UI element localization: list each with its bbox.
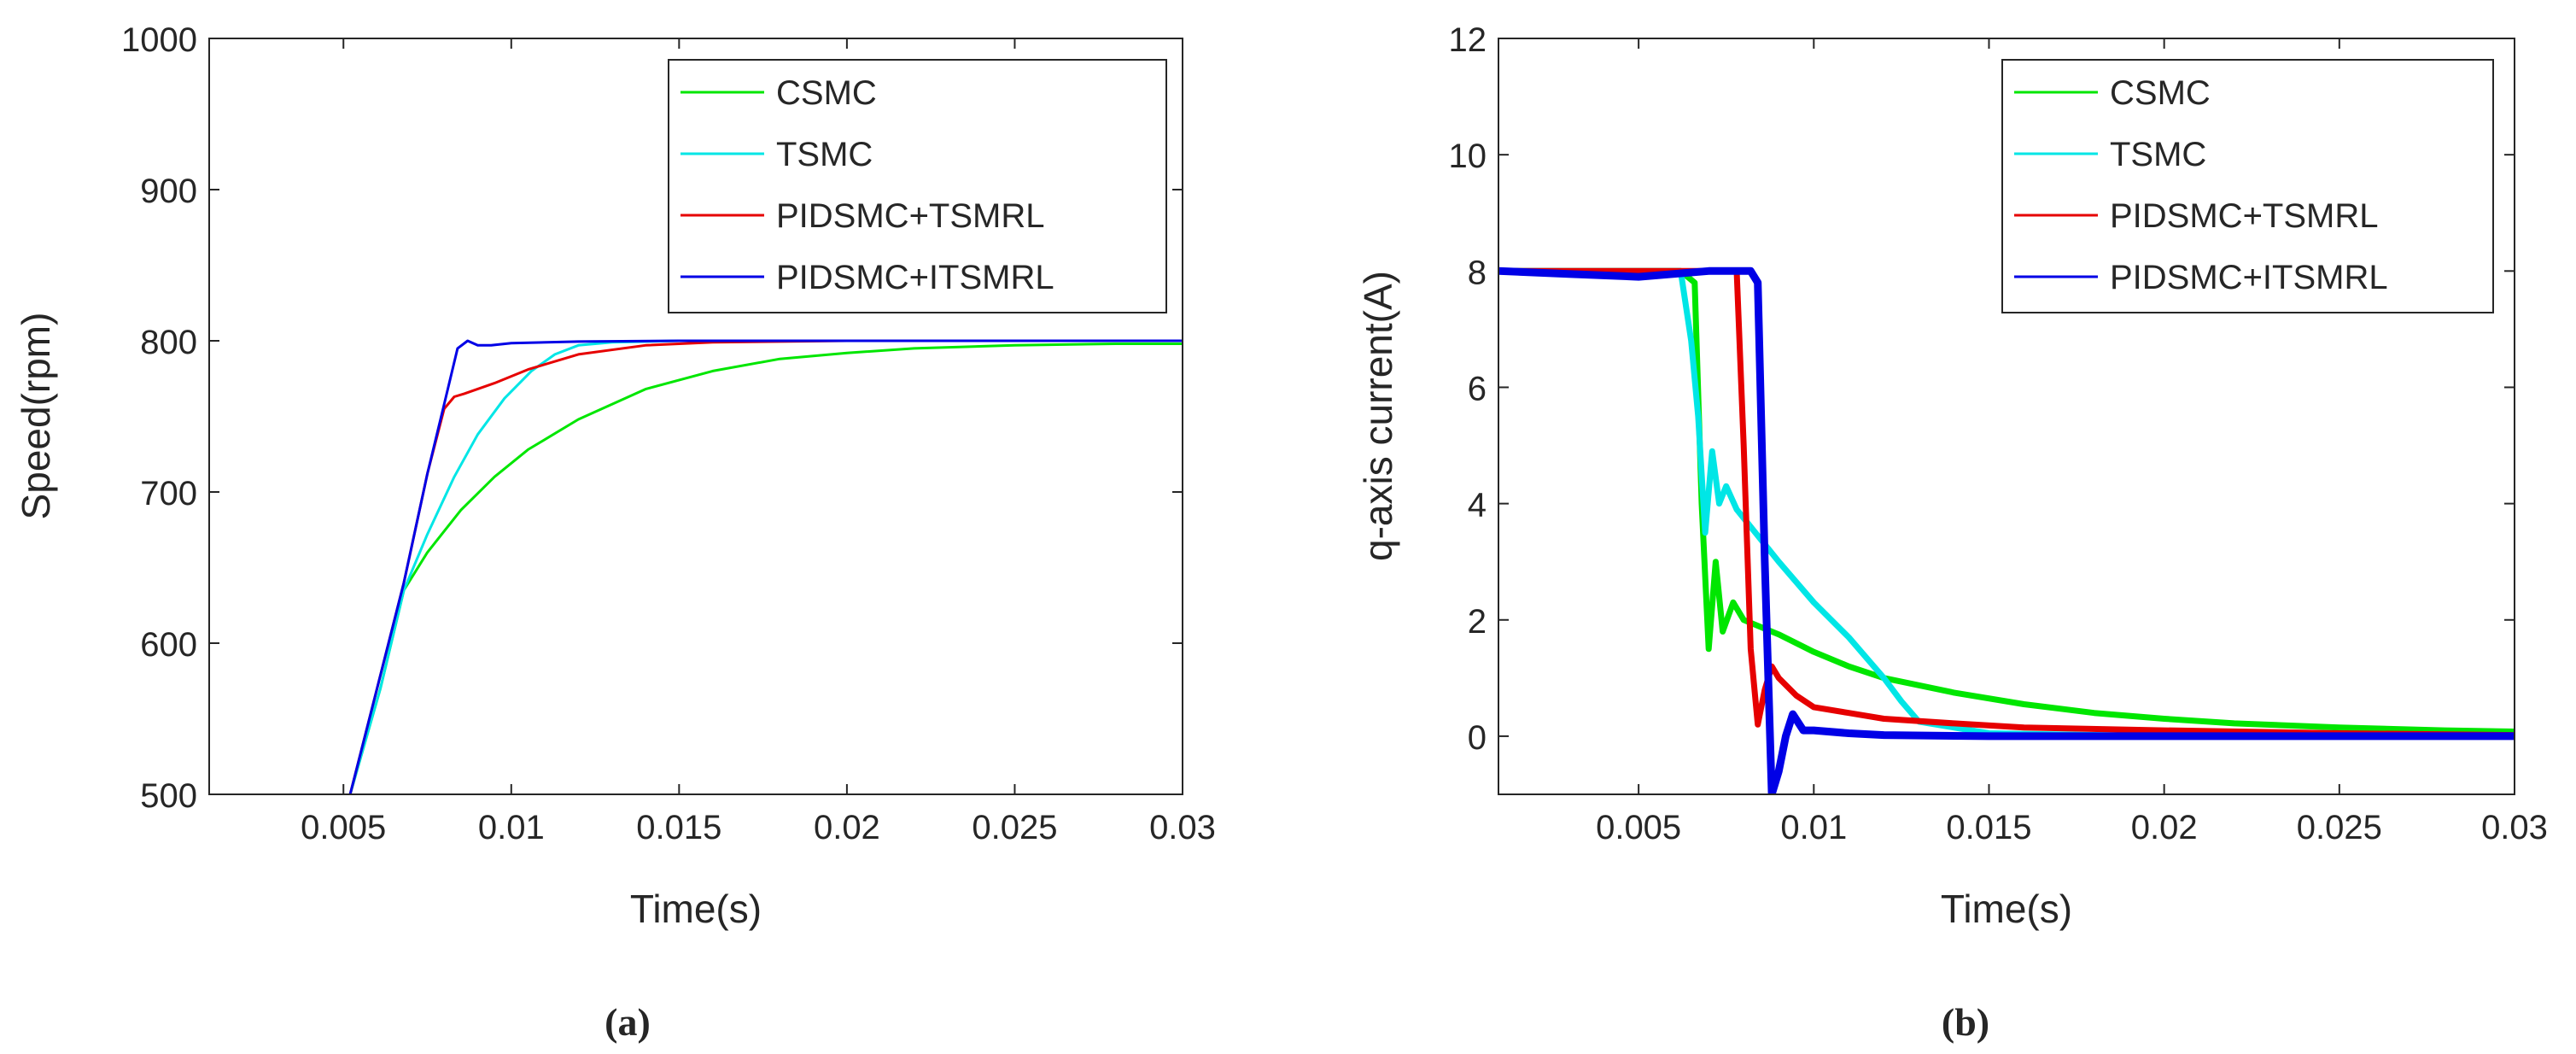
- legend-label: PIDSMC+ITSMRL: [776, 259, 1054, 296]
- y-tick-group: 500 600 700 800 900 1000: [121, 21, 1183, 815]
- y-tick-label: 500: [140, 777, 197, 815]
- x-tick-label: 0.005: [1596, 809, 1681, 846]
- y-tick-label: 4: [1468, 487, 1487, 524]
- x-tick-label: 0.025: [972, 809, 1057, 846]
- x-axis-label: Time(s): [630, 887, 762, 931]
- x-tick-label: 0.025: [2297, 809, 2382, 846]
- legend-label: CSMC: [776, 74, 877, 112]
- y-tick-label: 2: [1468, 603, 1487, 641]
- x-axis-label: Time(s): [1941, 887, 2072, 931]
- x-tick-label: 0.015: [1946, 809, 2031, 846]
- legend-box: [668, 59, 1167, 313]
- x-tick-label: 0.03: [2481, 809, 2548, 846]
- x-tick-label: 0.01: [1780, 809, 1847, 846]
- y-tick-label: 10: [1449, 138, 1487, 175]
- legend: CSMC TSMC PIDSMC+TSMRL PIDSMC+ITSMRL: [2001, 59, 2494, 313]
- y-tick-label: 8: [1468, 254, 1487, 291]
- legend-label: PIDSMC+TSMRL: [2110, 197, 2379, 235]
- series-group: [1498, 266, 2515, 794]
- y-tick-label: 900: [140, 173, 197, 210]
- y-tick-label: 0: [1468, 719, 1487, 757]
- series-line-csmc: [348, 343, 1183, 794]
- y-tick-label: 600: [140, 626, 197, 664]
- series-line-csmc: [1498, 267, 2515, 735]
- panel-caption-b: (b): [1942, 1000, 1989, 1044]
- y-tick-group: 0 2 4 6 8 10 12: [1449, 21, 2515, 757]
- panel-caption-a: (a): [605, 1000, 651, 1044]
- y-tick-label: 12: [1449, 21, 1487, 59]
- y-tick-label: 6: [1468, 370, 1487, 407]
- y-tick-label: 700: [140, 475, 197, 512]
- legend-label: PIDSMC+ITSMRL: [2110, 259, 2388, 296]
- x-tick-label: 0.03: [1149, 809, 1216, 846]
- x-tick-group: 0.005 0.01 0.015 0.02 0.025 0.03: [301, 38, 1216, 846]
- legend: CSMC TSMC PIDSMC+TSMRL PIDSMC+ITSMRL: [668, 59, 1167, 313]
- series-group: [348, 339, 1183, 794]
- legend-label: TSMC: [2110, 136, 2206, 173]
- x-tick-group: 0.005 0.01 0.015 0.02 0.025 0.03: [1596, 38, 2548, 846]
- current-chart: 0.005 0.01 0.015 0.02 0.025 0.03 0 2 4 6 8 10 12 CS…: [1356, 21, 2548, 1044]
- legend-label: TSMC: [776, 136, 873, 173]
- legend-label: CSMC: [2110, 74, 2211, 112]
- series-line-pidsmc-itsmrl: [1498, 266, 2515, 794]
- x-tick-label: 0.005: [301, 809, 386, 846]
- x-tick-label: 0.01: [478, 809, 545, 846]
- plot-frame: [208, 38, 1183, 795]
- speed-chart: 0.005 0.01 0.015 0.02 0.025 0.03 500 600 700 800…: [14, 21, 1216, 1044]
- x-tick-label: 0.02: [2131, 809, 2198, 846]
- x-tick-label: 0.02: [814, 809, 880, 846]
- legend-label: PIDSMC+TSMRL: [776, 197, 1045, 235]
- x-tick-label: 0.015: [636, 809, 721, 846]
- y-axis-label: q-axis current(A): [1356, 271, 1400, 561]
- series-line-pidsmc-itsmrl: [348, 339, 1183, 794]
- y-tick-label: 800: [140, 324, 197, 361]
- y-axis-label: Speed(rpm): [14, 313, 58, 520]
- plot-frame: [1498, 38, 2515, 795]
- y-tick-label: 1000: [121, 21, 197, 59]
- legend-box: [2001, 59, 2494, 313]
